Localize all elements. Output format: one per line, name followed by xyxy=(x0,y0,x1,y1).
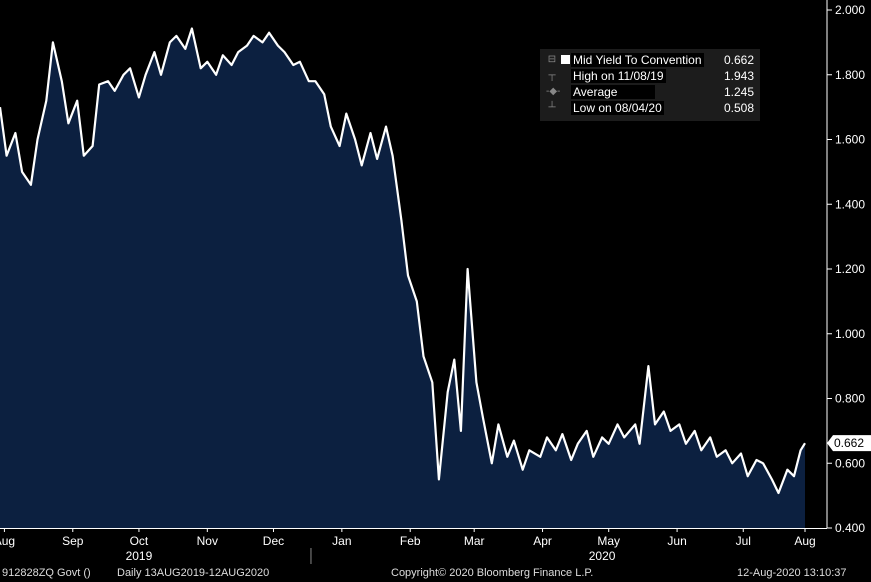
legend-average-label: Average xyxy=(571,85,656,99)
x-tick-label: Nov xyxy=(197,534,218,548)
x-tick-label: Dec xyxy=(263,534,284,548)
y-tick-label: 1.000 xyxy=(835,327,865,341)
x-tick-label: Aug xyxy=(0,534,15,548)
legend-row-series: ⊟ Mid Yield To Convention 0.662 xyxy=(540,52,760,68)
last-value-label: 0.662 xyxy=(834,436,864,450)
y-tick-label: 0.400 xyxy=(835,521,865,535)
status-footer: 912828ZQ Govt () Daily 13AUG2019-12AUG20… xyxy=(0,565,871,582)
legend-low-value: 0.508 xyxy=(723,101,754,115)
y-tick-label: 1.200 xyxy=(835,262,865,276)
collapse-icon[interactable]: ⊟ xyxy=(547,54,557,65)
last-value-tag xyxy=(827,435,871,452)
legend-series-value: 0.662 xyxy=(723,53,754,67)
x-tick-label: Mar xyxy=(464,534,485,548)
legend-series-label: Mid Yield To Convention xyxy=(571,53,704,67)
timestamp: 12-Aug-2020 13:10:37 xyxy=(737,567,847,579)
x-axis-ticks: Aug Sep Oct Nov Dec Jan Feb Mar Apr May Jun Jul Aug 2… xyxy=(0,528,816,564)
high-marker-icon: ┬ xyxy=(548,70,556,81)
x-tick-label: Jul xyxy=(736,534,751,548)
security-id: 912828ZQ Govt () xyxy=(2,567,91,579)
x-tick-label: Oct xyxy=(130,534,149,548)
chart-axes xyxy=(0,0,828,529)
x-tick-label: May xyxy=(597,534,620,548)
year-label: 2020 xyxy=(589,549,616,563)
legend-high-value: 1.943 xyxy=(723,69,754,83)
series-area-fill xyxy=(0,28,805,528)
x-tick-label: Jun xyxy=(667,534,686,548)
series-line xyxy=(0,27,806,495)
legend-row-high: ┬ High on 11/08/19 1.943 xyxy=(540,68,760,84)
low-marker-icon: ┴ xyxy=(548,102,556,113)
y-tick-label: 1.600 xyxy=(835,133,865,147)
copyright: Copyright© 2020 Bloomberg Finance L.P. xyxy=(391,567,594,579)
area-series xyxy=(0,27,806,528)
y-axis-ticks: 2.000 1.800 1.600 1.400 1.200 1.000 0.800 0.600… xyxy=(827,3,871,535)
x-tick-label: Sep xyxy=(62,534,84,548)
legend-row-low: ┴ Low on 08/04/20 0.508 xyxy=(540,100,760,116)
chart-legend: ⊟ Mid Yield To Convention 0.662 ┬ High o… xyxy=(540,49,760,121)
x-tick-label: Apr xyxy=(533,534,552,548)
y-tick-label: 0.600 xyxy=(835,456,865,470)
legend-row-average: -◆- Average 1.245 xyxy=(540,84,760,100)
y-tick-label: 2.000 xyxy=(835,3,865,17)
y-tick-label: 1.400 xyxy=(835,197,865,211)
year-label: 2019 xyxy=(126,549,153,563)
x-tick-label: Feb xyxy=(400,534,421,548)
y-tick-label: 1.800 xyxy=(835,68,865,82)
x-tick-label: Jan xyxy=(332,534,351,548)
legend-average-value: 1.245 xyxy=(723,85,754,99)
legend-low-label: Low on 08/04/20 xyxy=(571,101,664,115)
series-swatch xyxy=(561,55,570,64)
average-marker-icon: -◆- xyxy=(546,86,561,97)
legend-high-label: High on 11/08/19 xyxy=(571,69,666,83)
x-tick-label: Aug xyxy=(794,534,815,548)
date-range: Daily 13AUG2019-12AUG2020 xyxy=(117,567,270,579)
y-tick-label: 0.800 xyxy=(835,392,865,406)
